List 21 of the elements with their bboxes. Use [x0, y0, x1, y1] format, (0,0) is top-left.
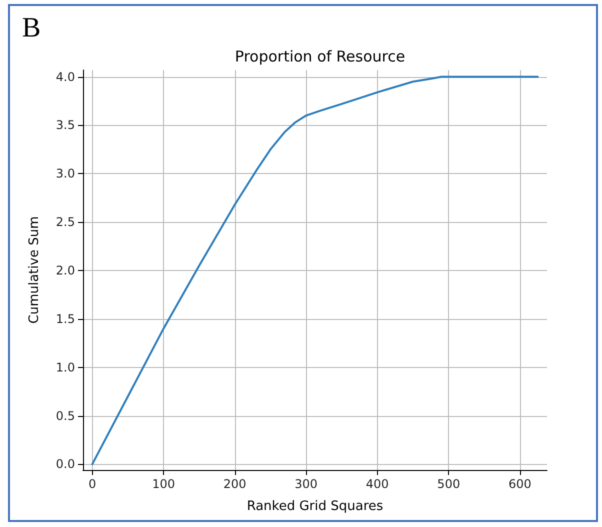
x-tick-label: 0 [88, 477, 96, 491]
y-tick-label: 2.5 [56, 215, 75, 230]
y-tick-label: 1.0 [56, 360, 75, 374]
x-tick-label: 100 [152, 477, 175, 491]
y-tick-label: 0.5 [56, 408, 75, 423]
y-tick-label: 2.0 [56, 263, 75, 278]
x-axis-title: Ranked Grid Squares [246, 499, 384, 514]
x-tick-label: 400 [366, 477, 389, 491]
x-tick-label: 200 [223, 477, 246, 491]
x-tick-label: 300 [294, 477, 318, 491]
chart-title: Proportion of Resource [234, 48, 406, 66]
x-tick-label: 500 [437, 477, 460, 491]
x-tick-label: 600 [508, 477, 532, 491]
y-tick-label: 1.5 [56, 312, 75, 326]
y-tick-label: 4.0 [56, 70, 75, 84]
text: B [22, 12, 41, 44]
y-tick-label: 3.5 [56, 118, 75, 132]
y-axis-title: Cumulative Sum [27, 216, 42, 324]
y-tick-label: 3.0 [56, 166, 75, 181]
line-series [91, 76, 539, 466]
y-tick-label: 0.0 [56, 457, 75, 472]
